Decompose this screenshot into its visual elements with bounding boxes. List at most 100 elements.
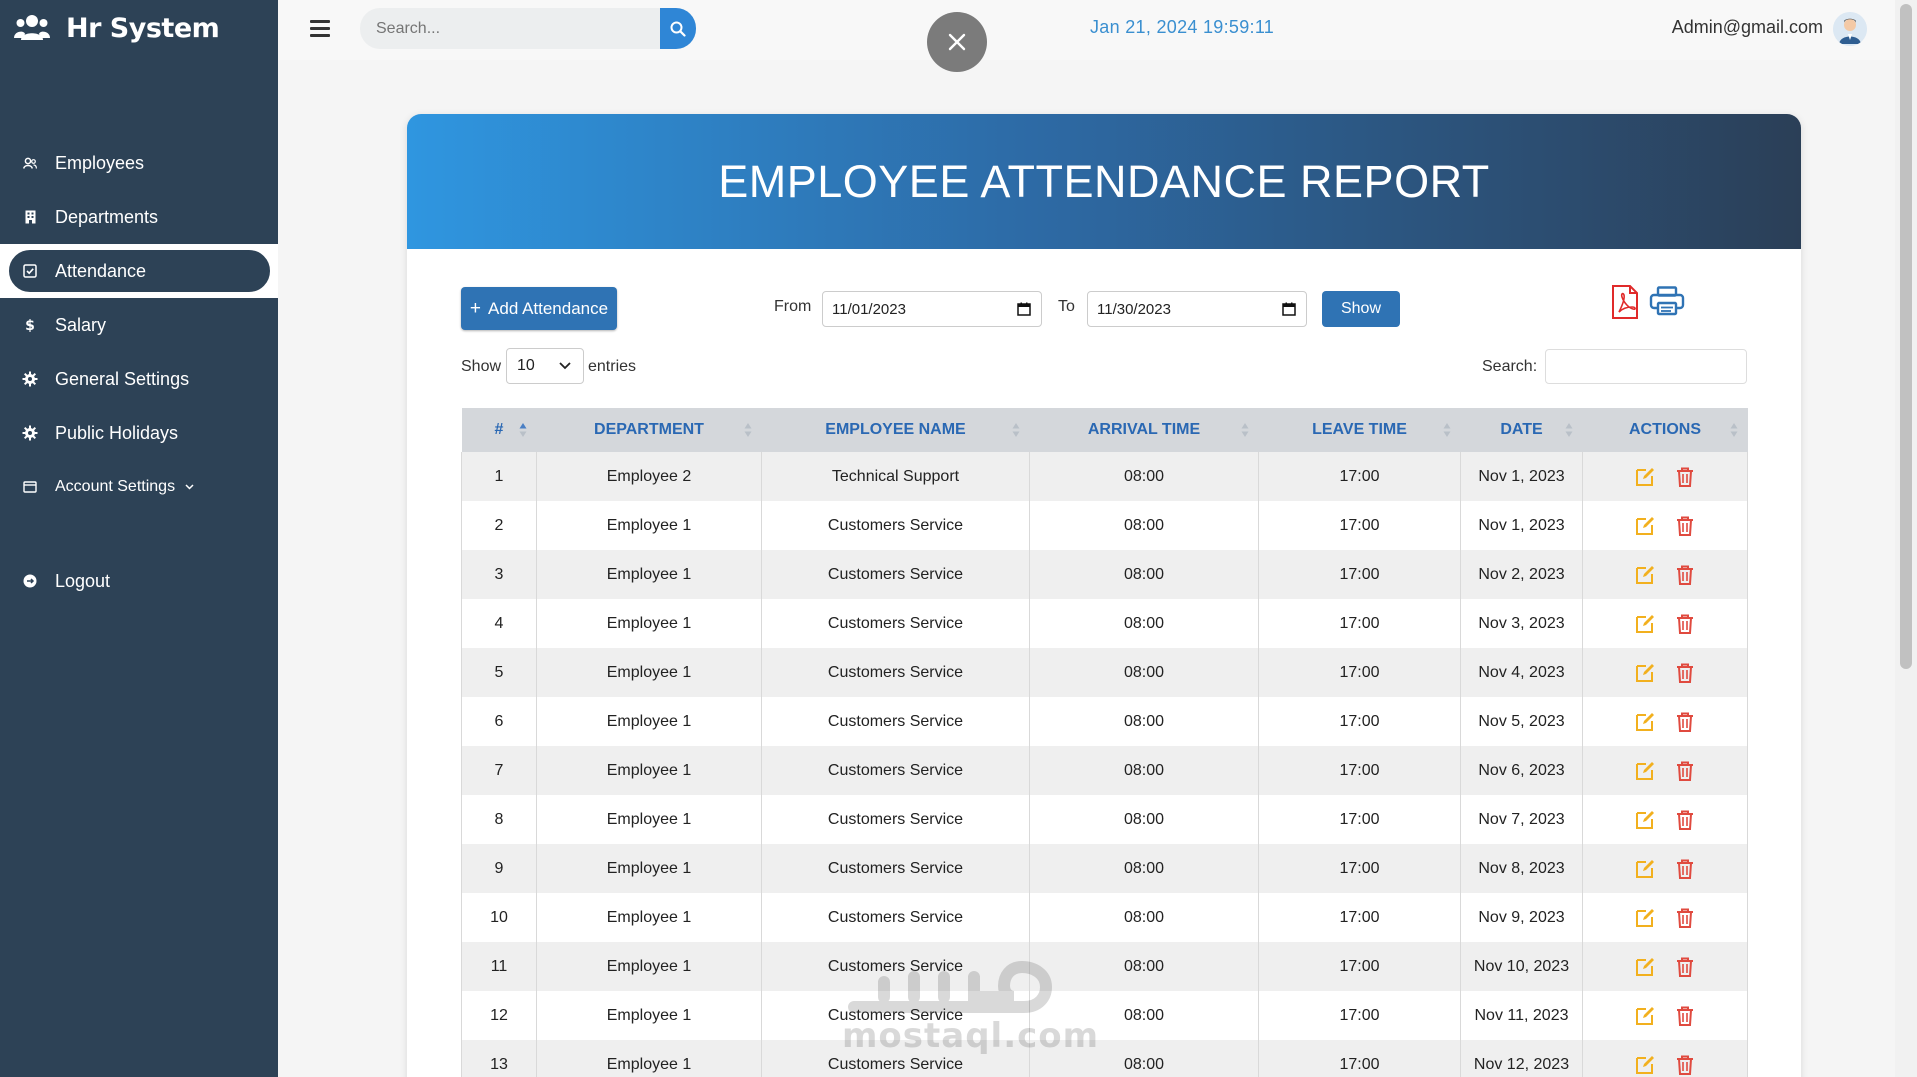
- edit-icon[interactable]: [1633, 857, 1657, 881]
- calendar-icon[interactable]: [1282, 302, 1296, 316]
- column-header-number[interactable]: #: [462, 408, 537, 452]
- sidebar-item-account-settings[interactable]: Account Settings: [0, 460, 278, 514]
- sidebar-item-label: Account Settings: [55, 478, 176, 495]
- row-number: 5: [461, 648, 537, 697]
- column-header-employee-name[interactable]: EMPLOYEE NAME: [762, 408, 1030, 452]
- sidebar-item-employees[interactable]: Employees: [0, 136, 278, 190]
- edit-icon[interactable]: [1633, 563, 1657, 587]
- date-cell: Nov 11, 2023: [1460, 991, 1583, 1040]
- pdf-export-icon[interactable]: [1610, 285, 1640, 319]
- actions-cell: [1582, 697, 1748, 746]
- avatar[interactable]: [1833, 12, 1867, 46]
- sidebar-item-label: Logout: [55, 570, 111, 591]
- edit-icon[interactable]: [1633, 906, 1657, 930]
- print-icon[interactable]: [1649, 286, 1685, 316]
- actions-cell: [1582, 746, 1748, 795]
- brand-title: Hr System: [66, 12, 220, 44]
- employee-name-cell: Customers Service: [761, 893, 1030, 942]
- table-row: 10 Employee 1 Customers Service 08:00 17:00 N…: [461, 893, 1748, 942]
- actions-cell: [1582, 795, 1748, 844]
- column-header-label: DATE: [1500, 421, 1543, 438]
- leave-time-cell: 17:00: [1258, 1040, 1461, 1077]
- delete-icon[interactable]: [1673, 955, 1697, 979]
- edit-icon[interactable]: [1633, 514, 1657, 538]
- edit-icon[interactable]: [1633, 612, 1657, 636]
- arrival-time-cell: 08:00: [1029, 501, 1259, 550]
- row-number: 7: [461, 746, 537, 795]
- delete-icon[interactable]: [1673, 612, 1697, 636]
- table-row: 13 Employee 1 Customers Service 08:00 17:00 N…: [461, 1040, 1748, 1077]
- watermark: mostaql.com: [824, 952, 1098, 1062]
- edit-icon[interactable]: [1633, 955, 1657, 979]
- show-button[interactable]: Show: [1322, 291, 1400, 327]
- sidebar-item-salary[interactable]: $ Salary: [0, 298, 278, 352]
- delete-icon[interactable]: [1673, 808, 1697, 832]
- delete-icon[interactable]: [1673, 1053, 1697, 1077]
- edit-icon[interactable]: [1633, 1004, 1657, 1028]
- actions-cell: [1582, 501, 1748, 550]
- delete-icon[interactable]: [1673, 465, 1697, 489]
- sort-icon: [1443, 423, 1450, 437]
- brand[interactable]: Hr System: [14, 10, 220, 46]
- actions-cell: [1582, 942, 1748, 991]
- edit-icon[interactable]: [1633, 1053, 1657, 1077]
- user-email[interactable]: Admin@gmail.com: [1671, 17, 1823, 37]
- arrival-time-cell: 08:00: [1029, 795, 1259, 844]
- employee-name-cell: Customers Service: [761, 501, 1030, 550]
- page-scrollbar[interactable]: [1895, 0, 1917, 1077]
- sidebar-item-logout[interactable]: Logout: [0, 554, 278, 608]
- from-date-input[interactable]: 11/01/2023: [822, 291, 1042, 327]
- scrollbar-thumb[interactable]: [1900, 4, 1912, 669]
- menu-toggle-icon[interactable]: [310, 20, 330, 37]
- date-cell: Nov 4, 2023: [1460, 648, 1583, 697]
- search-input[interactable]: [360, 8, 660, 49]
- actions-cell: [1582, 452, 1748, 501]
- leave-time-cell: 17:00: [1258, 501, 1461, 550]
- date-cell: Nov 8, 2023: [1460, 844, 1583, 893]
- table-search-label: Search:: [1482, 358, 1538, 375]
- actions-cell: [1582, 844, 1748, 893]
- column-header-label: LEAVE TIME: [1312, 421, 1407, 438]
- close-button[interactable]: [927, 12, 987, 72]
- delete-icon[interactable]: [1673, 857, 1697, 881]
- sidebar-item-general-settings[interactable]: General Settings: [0, 352, 278, 406]
- row-number: 9: [461, 844, 537, 893]
- column-header-department[interactable]: DEPARTMENT: [537, 408, 762, 452]
- delete-icon[interactable]: [1673, 906, 1697, 930]
- search-button[interactable]: [660, 8, 696, 49]
- delete-icon[interactable]: [1673, 661, 1697, 685]
- column-header-actions[interactable]: ACTIONS: [1583, 408, 1748, 452]
- edit-icon[interactable]: [1633, 710, 1657, 734]
- column-header-arrival-time[interactable]: ARRIVAL TIME: [1030, 408, 1259, 452]
- edit-icon[interactable]: [1633, 661, 1657, 685]
- arrival-time-cell: 08:00: [1029, 599, 1259, 648]
- sidebar-item-public-holidays[interactable]: Public Holidays: [0, 406, 278, 460]
- column-header-date[interactable]: DATE: [1461, 408, 1583, 452]
- date-cell: Nov 10, 2023: [1460, 942, 1583, 991]
- topbar: Jan 21, 2024 19:59:11 Admin@gmail.com: [278, 0, 1895, 60]
- edit-icon[interactable]: [1633, 465, 1657, 489]
- sidebar-item-attendance[interactable]: Attendance: [0, 244, 278, 298]
- delete-icon[interactable]: [1673, 759, 1697, 783]
- calendar-icon[interactable]: [1017, 302, 1031, 316]
- entries-label: entries: [588, 358, 637, 375]
- edit-icon[interactable]: [1633, 808, 1657, 832]
- table-search-input[interactable]: [1545, 349, 1747, 384]
- to-date-input[interactable]: 11/30/2023: [1087, 291, 1307, 327]
- edit-icon[interactable]: [1633, 759, 1657, 783]
- employee-name-cell: Customers Service: [761, 550, 1030, 599]
- delete-icon[interactable]: [1673, 514, 1697, 538]
- sidebar-item-departments[interactable]: Departments: [0, 190, 278, 244]
- delete-icon[interactable]: [1673, 1004, 1697, 1028]
- datetime-display: Jan 21, 2024 19:59:11: [1090, 17, 1275, 37]
- date-cell: Nov 3, 2023: [1460, 599, 1583, 648]
- show-button-label: Show: [1340, 300, 1382, 317]
- sort-icon: [744, 423, 751, 437]
- delete-icon[interactable]: [1673, 563, 1697, 587]
- add-attendance-button[interactable]: + Add Attendance: [461, 287, 617, 330]
- delete-icon[interactable]: [1673, 710, 1697, 734]
- entries-select[interactable]: 10: [506, 348, 584, 384]
- arrival-time-cell: 08:00: [1029, 893, 1259, 942]
- column-header-leave-time[interactable]: LEAVE TIME: [1259, 408, 1461, 452]
- employee-name-cell: Customers Service: [761, 746, 1030, 795]
